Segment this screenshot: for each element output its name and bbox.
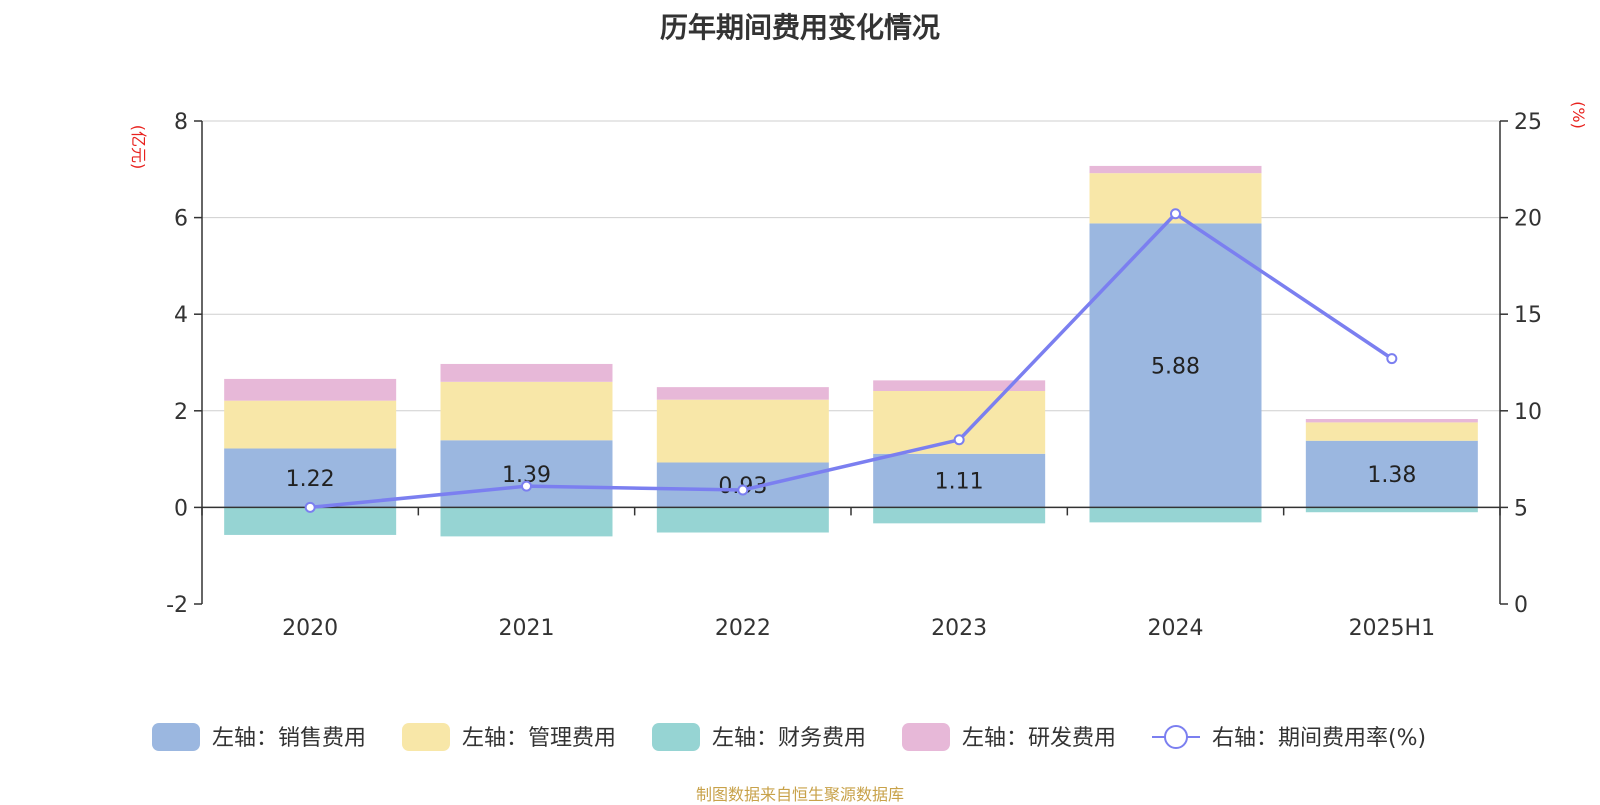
x-tick-label: 2023	[931, 616, 987, 641]
x-tick-label: 2020	[282, 616, 338, 641]
bar-segment-1	[440, 381, 613, 441]
bar-segment-3	[224, 378, 397, 401]
left-tick-label: 2	[174, 400, 188, 425]
bar-segment-3	[440, 363, 613, 382]
x-tick-label: 2024	[1148, 616, 1204, 641]
legend-swatch	[152, 723, 200, 751]
rate-point	[1386, 353, 1398, 365]
legend-label: 左轴：管理费用	[462, 726, 616, 751]
left-tick-label: 4	[174, 303, 188, 328]
rate-point	[953, 434, 965, 446]
right-tick-label: 0	[1514, 593, 1528, 618]
legend: 左轴：销售费用 左轴：管理费用 左轴：财务费用 左轴：研发费用 右轴：期间费用率(%)	[152, 723, 1426, 751]
legend-swatch	[902, 723, 950, 751]
legend-item: 右轴：期间费用率(%)	[1152, 725, 1426, 751]
legend-label: 右轴：期间费用率(%)	[1212, 726, 1426, 751]
bar-segment-0	[873, 453, 1046, 508]
data-label: 1.38	[1367, 463, 1416, 488]
legend-label: 左轴：销售费用	[212, 726, 366, 751]
legend-item: 左轴：财务费用	[652, 723, 866, 751]
right-tick-label: 25	[1514, 110, 1542, 135]
bar-segment-3	[1089, 165, 1262, 174]
bar-segment-1	[224, 400, 397, 449]
bar-segment-2	[656, 507, 829, 533]
rate-point	[1170, 208, 1181, 220]
rate-point	[304, 501, 316, 513]
legend-label: 左轴：财务费用	[712, 726, 866, 751]
bars	[224, 165, 1478, 537]
legend-swatch	[402, 723, 450, 751]
rate-point	[737, 484, 749, 496]
rate-line-path	[309, 211, 1393, 510]
chart-title: 历年期间费用变化情况	[659, 11, 940, 44]
bar-segment-0	[440, 440, 613, 508]
bar-segment-2	[1089, 507, 1262, 523]
rate-point	[521, 480, 532, 492]
data-label: 5.88	[1151, 354, 1200, 379]
bar-segment-0	[1305, 440, 1478, 508]
left-tick-label: 8	[174, 110, 188, 135]
legend-item: 左轴：销售费用	[152, 723, 366, 751]
bar-segment-0	[224, 448, 397, 508]
data-label: 1.11	[935, 470, 984, 495]
right-tick-label: 15	[1514, 303, 1542, 328]
x-tick-label: 2025H1	[1349, 616, 1436, 641]
left-tick-label: -2	[166, 593, 188, 618]
bar-segment-1	[656, 399, 829, 463]
data-label: 1.22	[286, 467, 335, 492]
rate-line	[304, 208, 1398, 513]
bar-segment-2	[1305, 507, 1478, 513]
legend-label: 左轴：研发费用	[962, 726, 1116, 751]
right-tick-label: 20	[1514, 207, 1542, 232]
legend-item: 左轴：研发费用	[902, 723, 1116, 751]
gridlines	[202, 120, 1500, 508]
bar-segment-3	[656, 387, 829, 400]
left-axis-unit: (亿元)	[129, 125, 148, 170]
bar-segment-0	[1089, 223, 1262, 508]
x-tick-label: 2022	[715, 616, 771, 641]
left-tick-label: 6	[174, 207, 188, 232]
bar-segment-1	[1305, 422, 1478, 441]
legend-item: 左轴：管理费用	[402, 723, 616, 751]
legend-swatch	[652, 723, 700, 751]
left-tick-label: 0	[174, 496, 188, 521]
right-tick-label: 10	[1514, 400, 1542, 425]
legend-marker	[1164, 725, 1188, 749]
bar-segment-2	[873, 507, 1046, 524]
source-note: 制图数据来自恒生聚源数据库	[695, 785, 904, 804]
bar-segment-3	[873, 380, 1046, 391]
x-tick-label: 2021	[499, 616, 555, 641]
right-tick-label: 5	[1514, 496, 1528, 521]
bar-segment-3	[1305, 419, 1478, 423]
bar-segment-2	[440, 507, 613, 537]
right-axis-unit: (%)	[1569, 101, 1588, 129]
